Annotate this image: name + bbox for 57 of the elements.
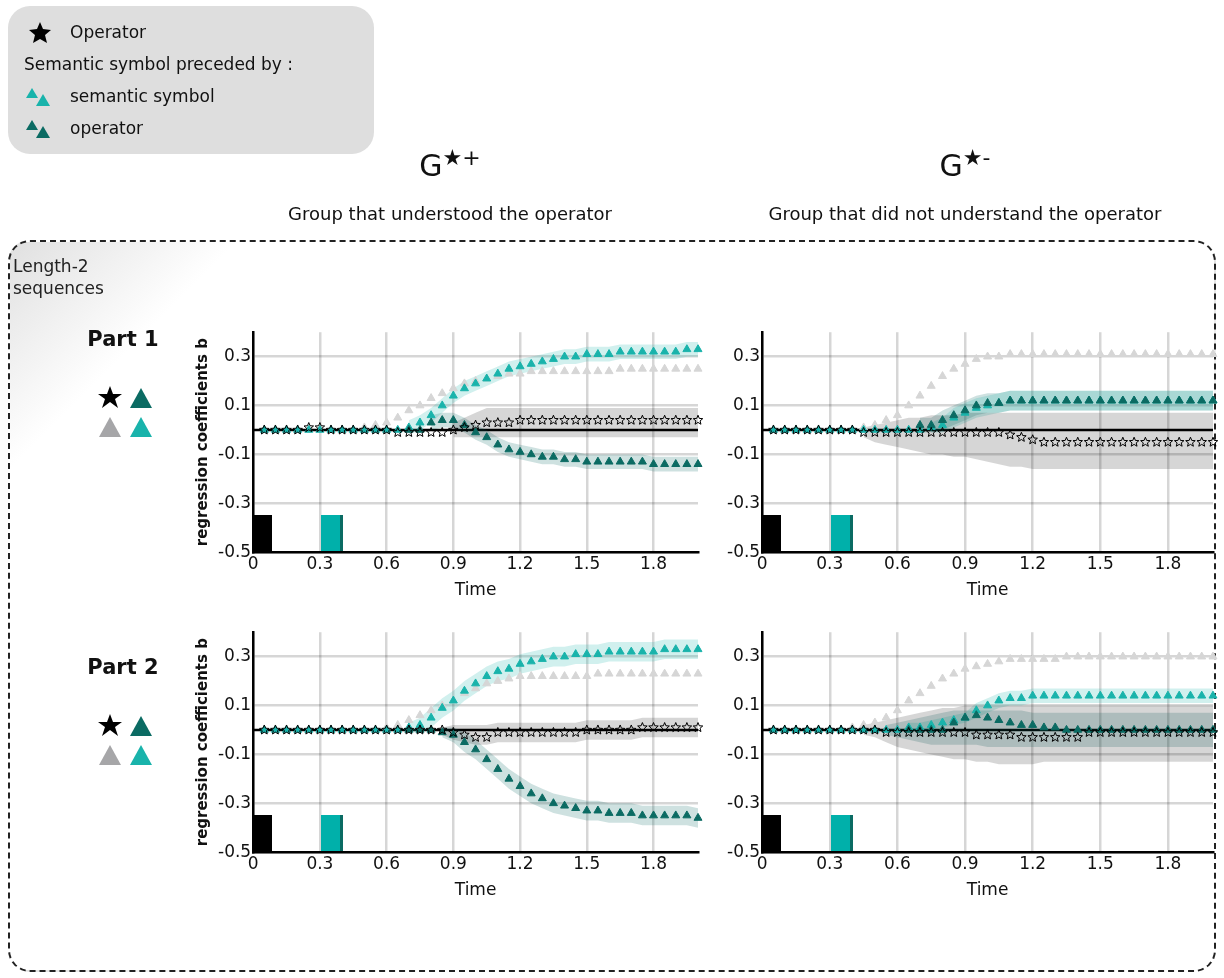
x-tick-label: 0.6 [883,552,911,573]
y-tick-label: 0.3 [224,645,252,666]
y-tick-label: -0.1 [218,742,252,763]
y-tick-label: 0.1 [733,693,761,714]
x-tick-label: 0.3 [306,552,334,573]
y-tick-label: 0.1 [224,393,252,414]
chart-title: G$^{★+}$ [418,145,482,183]
x-tick-label: 1.8 [1154,852,1182,873]
x-tick-label: 0.3 [816,552,844,573]
y-tick-label: -0.1 [727,442,761,463]
x-tick-label: 0.6 [373,552,401,573]
y-tick-label: -0.3 [218,491,252,512]
x-tick-label: 1.2 [1019,852,1047,873]
x-tick-label: 1.2 [506,852,534,873]
x-tick-label: 0.6 [373,852,401,873]
x-tick-label: 0.9 [439,852,467,873]
x-tick-label: 0.6 [883,852,911,873]
x-tick-label: 0.9 [951,552,979,573]
y-tick-label: -0.1 [727,742,761,763]
x-tick-label: 1.8 [639,552,668,573]
x-tick-label: 0.3 [816,852,844,873]
y-tick-label: 0.1 [224,693,252,714]
text: Length-2 sequences [13,255,105,299]
text: Part 1 [86,327,160,351]
y-tick-label: 0.3 [224,345,252,366]
y-tick-label: 0.3 [733,345,761,366]
chart-subtitle: Group that understood the operator [287,203,613,224]
x-tick-label: 0.9 [439,552,467,573]
legend-label: semantic symbol [70,86,215,106]
legend-label: Operator [70,22,147,42]
text: Part 2 [86,655,160,679]
legend-title: Semantic symbol preceded by : [24,53,295,76]
x-tick-label: 0.9 [951,852,979,873]
y-tick-label: 0.1 [733,393,761,414]
x-axis-title: Time [965,579,1009,600]
x-tick-label: 1.5 [573,852,601,873]
y-tick-label: 0.3 [733,645,761,666]
x-axis-title: Time [453,579,497,600]
x-tick-label: 1.5 [573,552,601,573]
y-tick-label: -0.3 [218,791,252,812]
x-tick-label: 1.8 [639,852,668,873]
x-tick-label: 1.5 [1086,852,1114,873]
y-axis-title: regression coefficients b [192,637,211,847]
chart-title: G$^{★-}$ [938,145,992,183]
chart-subtitle: Group that did not understand the operator [767,203,1163,224]
y-tick-label: -0.1 [218,442,252,463]
x-tick-label: 1.2 [1019,552,1047,573]
x-tick-label: 1.5 [1086,552,1114,573]
x-tick-label: 1.2 [506,552,534,573]
x-tick-label: 0.3 [306,852,334,873]
y-tick-label: -0.3 [727,491,761,512]
y-tick-label: -0.3 [727,791,761,812]
x-tick-label: 1.8 [1154,552,1182,573]
x-axis-title: Time [965,879,1009,900]
x-axis-title: Time [453,879,497,900]
y-axis-title: regression coefficients b [192,337,211,547]
legend-label: operator [70,118,144,138]
